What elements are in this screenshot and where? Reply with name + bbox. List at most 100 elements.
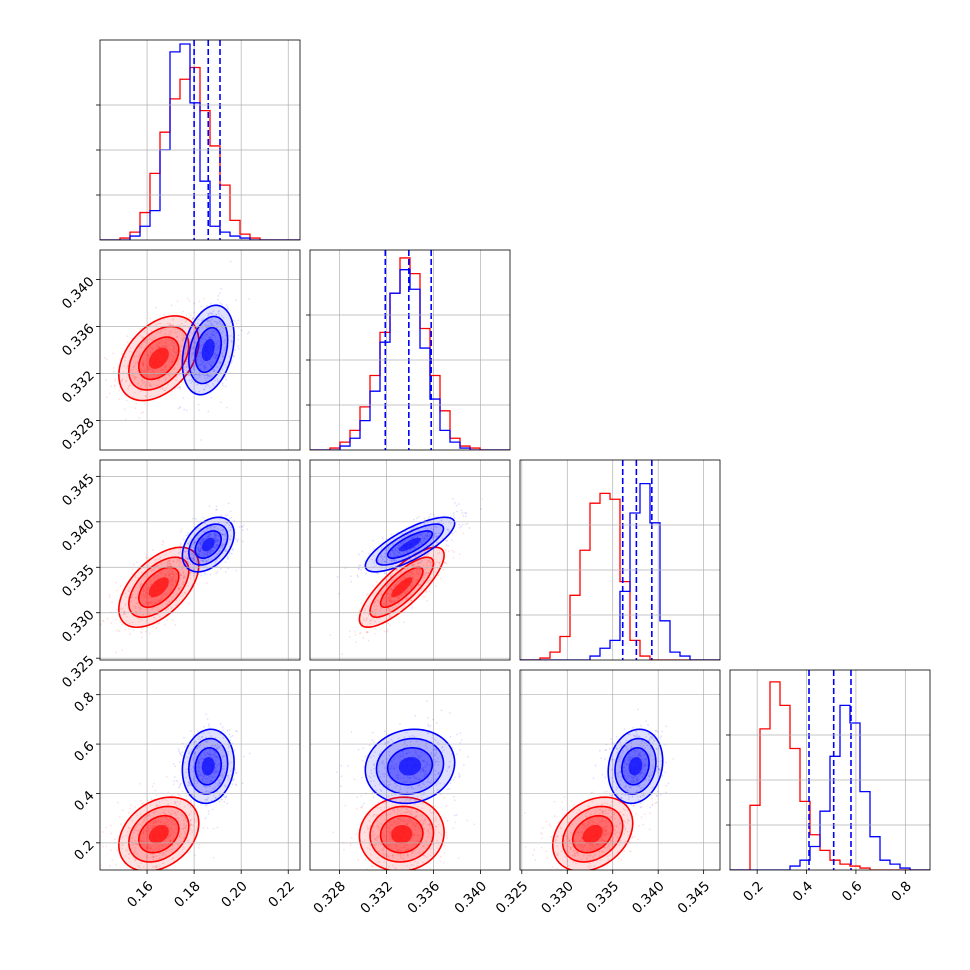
scatter-point xyxy=(149,317,152,320)
scatter-point xyxy=(377,801,380,804)
scatter-point xyxy=(192,558,195,561)
scatter-point xyxy=(152,821,155,824)
scatter-point xyxy=(194,390,197,393)
scatter-point xyxy=(208,536,210,538)
scatter-point xyxy=(209,754,212,757)
scatter-point xyxy=(166,322,169,325)
scatter-point xyxy=(461,523,464,526)
scatter-point xyxy=(404,597,407,600)
scatter-point xyxy=(358,564,361,567)
scatter-point xyxy=(209,525,212,528)
scatter-point xyxy=(197,403,200,406)
scatter-point xyxy=(187,373,190,376)
scatter-point xyxy=(417,583,420,586)
scatter-point xyxy=(155,821,157,823)
scatter-point xyxy=(424,527,427,529)
scatter-point xyxy=(183,408,186,411)
scatter-point xyxy=(192,757,195,759)
scatter-point xyxy=(146,571,149,574)
scatter-point xyxy=(440,519,443,521)
scatter-point xyxy=(219,328,221,331)
scatter-point xyxy=(123,610,126,613)
scatter-point xyxy=(416,536,419,539)
scatter-point xyxy=(436,561,438,563)
scatter-point xyxy=(131,573,134,575)
scatter-point xyxy=(205,741,208,743)
scatter-point xyxy=(193,558,196,561)
scatter-point xyxy=(199,543,202,546)
scatter-point xyxy=(226,522,229,525)
scatter-point xyxy=(220,287,222,290)
scatter-point xyxy=(145,370,148,373)
scatter-point xyxy=(212,310,215,313)
scatter-point xyxy=(119,607,122,610)
scatter-point xyxy=(166,344,169,347)
scatter-point xyxy=(196,548,199,551)
scatter-point xyxy=(466,819,469,822)
scatter-point xyxy=(225,304,228,307)
scatter-point xyxy=(200,757,203,759)
scatter-point xyxy=(438,561,441,564)
scatter-point xyxy=(395,554,398,557)
scatter-point xyxy=(148,870,150,872)
scatter-point xyxy=(178,386,181,389)
scatter-point xyxy=(212,749,214,752)
scatter-point xyxy=(405,550,408,552)
scatter-point xyxy=(232,549,235,551)
scatter-point xyxy=(413,518,415,521)
scatter-point xyxy=(149,804,152,806)
scatter-point xyxy=(220,533,223,535)
scatter-point xyxy=(179,365,182,368)
scatter-point xyxy=(216,544,218,547)
scatter-point xyxy=(161,843,163,846)
scatter-point xyxy=(234,783,237,786)
scatter-point xyxy=(179,795,182,798)
scatter-point xyxy=(369,622,372,625)
scatter-point xyxy=(154,810,157,813)
scatter-point xyxy=(195,747,198,750)
scatter-point xyxy=(166,562,169,565)
scatter-point xyxy=(120,847,123,850)
scatter-point xyxy=(152,625,154,628)
panel-content xyxy=(100,502,249,654)
scatter-point xyxy=(174,331,176,334)
scatter-point xyxy=(223,784,226,787)
scatter-point xyxy=(196,782,199,785)
scatter-point xyxy=(169,840,172,842)
scatter-point xyxy=(196,769,199,772)
scatter-point xyxy=(198,768,200,770)
scatter-point xyxy=(233,519,236,522)
scatter-point xyxy=(233,778,236,780)
scatter-point xyxy=(219,323,222,325)
scatter-point xyxy=(460,509,463,512)
scatter-point xyxy=(142,588,145,591)
scatter-point xyxy=(204,324,207,327)
scatter-point xyxy=(116,629,119,632)
scatter-point xyxy=(165,561,168,564)
scatter-point xyxy=(215,323,218,326)
scatter-point xyxy=(183,745,186,748)
scatter-point xyxy=(170,833,173,835)
scatter-point xyxy=(350,580,353,583)
scatter-point xyxy=(198,745,201,748)
scatter-point xyxy=(390,579,393,582)
scatter-point xyxy=(453,516,456,519)
scatter-point xyxy=(191,585,194,587)
scatter-point xyxy=(424,534,427,537)
scatter-point xyxy=(410,571,413,574)
scatter-point xyxy=(403,591,406,594)
scatter-point xyxy=(219,401,222,404)
scatter-point xyxy=(209,552,212,555)
scatter-point xyxy=(131,836,134,839)
scatter-point xyxy=(199,754,202,757)
scatter-point xyxy=(140,412,143,414)
scatter-point xyxy=(219,779,222,781)
scatter-point xyxy=(172,872,174,874)
scatter-point xyxy=(150,371,152,374)
scatter-point xyxy=(429,811,432,814)
scatter-point xyxy=(364,609,367,611)
scatter-point xyxy=(148,632,151,635)
scatter-point xyxy=(400,543,402,546)
scatter-point xyxy=(187,542,189,545)
scatter-point xyxy=(150,580,153,583)
